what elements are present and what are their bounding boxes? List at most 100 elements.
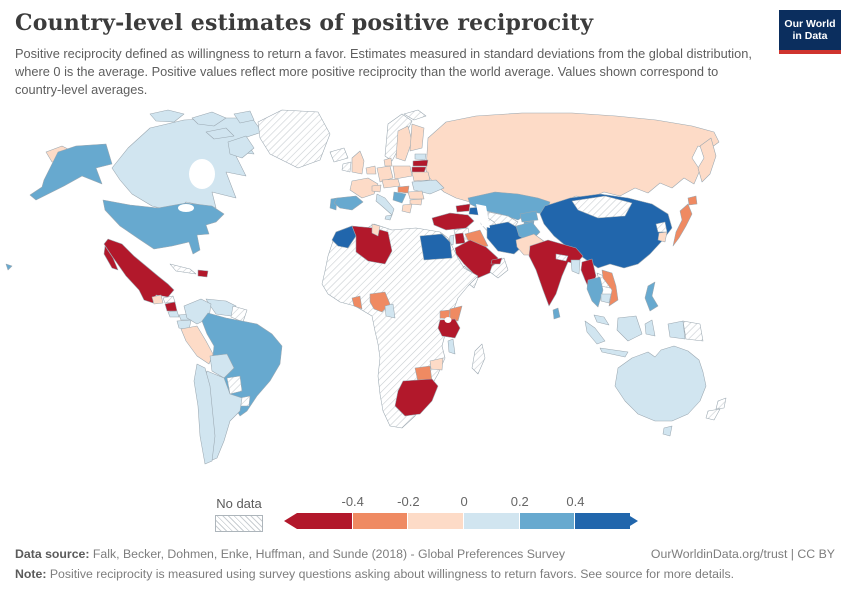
country-paraguay[interactable] bbox=[226, 375, 243, 395]
owid-link[interactable]: OurWorldinData.org/trust | CC BY bbox=[650, 547, 835, 561]
country-oman[interactable] bbox=[489, 257, 509, 279]
country-new-zealand-south[interactable] bbox=[705, 408, 721, 421]
country-papua-new-guinea[interactable] bbox=[682, 320, 704, 342]
country-south-korea[interactable] bbox=[657, 231, 668, 243]
country-canada-arctic-2[interactable] bbox=[191, 111, 227, 127]
country-ukraine[interactable] bbox=[411, 179, 445, 195]
country-russia-kamchatka[interactable] bbox=[697, 137, 717, 183]
country-australia[interactable] bbox=[614, 345, 707, 422]
country-honduras[interactable] bbox=[162, 295, 176, 304]
country-georgia[interactable] bbox=[455, 203, 471, 213]
country-madagascar[interactable] bbox=[471, 343, 486, 375]
country-bangladesh[interactable] bbox=[570, 259, 581, 275]
country-usa-alaska[interactable] bbox=[29, 143, 113, 201]
country-kenya[interactable] bbox=[449, 305, 463, 322]
country-costa-rica[interactable] bbox=[167, 310, 180, 318]
country-malaysia[interactable] bbox=[593, 314, 610, 326]
country-ghana[interactable] bbox=[351, 295, 363, 310]
country-nepal[interactable] bbox=[555, 253, 569, 262]
legend-bucket-4[interactable]: 0.2 bbox=[464, 494, 529, 529]
country-greenland[interactable] bbox=[257, 109, 331, 169]
chart-footer: Data source: Falk, Becker, Dohmen, Enke,… bbox=[15, 547, 835, 581]
country-cuba[interactable] bbox=[169, 263, 197, 275]
country-mexico-baja[interactable] bbox=[103, 245, 119, 271]
country-chile[interactable] bbox=[193, 363, 216, 465]
country-japan-honshu[interactable] bbox=[672, 203, 693, 247]
country-romania[interactable] bbox=[407, 190, 425, 200]
country-haiti[interactable] bbox=[197, 269, 209, 278]
country-switzerland[interactable] bbox=[371, 184, 382, 193]
world-choropleth-map bbox=[5, 109, 727, 465]
country-bulgaria[interactable] bbox=[409, 198, 423, 206]
country-indonesia-java[interactable] bbox=[599, 347, 629, 358]
country-italy[interactable] bbox=[375, 193, 395, 216]
country-egypt[interactable] bbox=[419, 233, 453, 261]
country-jordan[interactable] bbox=[454, 232, 466, 245]
country-spain[interactable] bbox=[333, 195, 364, 211]
country-canada-arctic-3[interactable] bbox=[205, 127, 235, 140]
country-latvia[interactable] bbox=[412, 159, 429, 167]
country-serbia[interactable] bbox=[392, 191, 407, 204]
country-canada[interactable] bbox=[111, 117, 263, 213]
country-india[interactable] bbox=[528, 239, 584, 307]
country-tanzania[interactable] bbox=[437, 318, 461, 339]
country-new-zealand-north[interactable] bbox=[715, 397, 727, 410]
country-indonesia-borneo[interactable] bbox=[616, 315, 643, 342]
country-czechia[interactable] bbox=[381, 178, 401, 189]
country-estonia[interactable] bbox=[414, 153, 427, 161]
country-guatemala[interactable] bbox=[151, 294, 164, 305]
country-north-korea[interactable] bbox=[655, 221, 668, 233]
country-uae[interactable] bbox=[490, 257, 503, 265]
country-kyrgyzstan[interactable] bbox=[519, 210, 539, 223]
legend-bucket-2[interactable]: -0.2 bbox=[352, 494, 420, 529]
country-zimbabwe[interactable] bbox=[429, 357, 444, 371]
country-usa[interactable] bbox=[102, 199, 225, 255]
country-italy-sicily[interactable] bbox=[384, 214, 393, 221]
data-source-label: Data source: bbox=[15, 547, 90, 561]
country-philippines[interactable] bbox=[644, 281, 659, 312]
country-canada-baffin[interactable] bbox=[227, 135, 255, 159]
legend-bucket-6[interactable] bbox=[575, 513, 631, 529]
country-canada-arctic-1[interactable] bbox=[149, 109, 185, 123]
country-malawi[interactable] bbox=[447, 338, 456, 355]
country-nicaragua[interactable] bbox=[164, 301, 178, 312]
country-cameroon[interactable] bbox=[384, 303, 396, 319]
country-mongolia[interactable] bbox=[571, 195, 633, 219]
country-belarus[interactable] bbox=[411, 171, 431, 182]
country-indonesia-sumatra[interactable] bbox=[584, 320, 606, 345]
country-denmark[interactable] bbox=[383, 157, 393, 167]
country-germany[interactable] bbox=[376, 165, 394, 183]
country-usa-hawaii[interactable] bbox=[5, 263, 13, 271]
country-greece[interactable] bbox=[401, 203, 413, 214]
country-russia[interactable] bbox=[425, 112, 720, 206]
country-mexico[interactable] bbox=[103, 238, 175, 304]
country-svalbard[interactable] bbox=[403, 109, 427, 121]
country-netherlands[interactable] bbox=[365, 165, 377, 175]
country-cambodia[interactable] bbox=[600, 293, 612, 304]
country-australia-tasmania[interactable] bbox=[662, 425, 673, 437]
country-japan-hokkaido[interactable] bbox=[687, 195, 698, 206]
country-ireland[interactable] bbox=[341, 161, 352, 173]
country-thailand[interactable] bbox=[586, 276, 604, 308]
legend-colorbar: -0.4 -0.2 0 0.2 0.4 bbox=[297, 494, 631, 529]
country-indonesia-sulawesi[interactable] bbox=[644, 319, 656, 337]
country-united-kingdom[interactable] bbox=[351, 150, 365, 175]
legend-no-data[interactable]: No data bbox=[204, 496, 274, 532]
country-hungary[interactable] bbox=[397, 185, 410, 194]
country-turkey[interactable] bbox=[431, 212, 475, 231]
legend-bucket-3[interactable]: 0 bbox=[408, 494, 468, 529]
country-indonesia-papua[interactable] bbox=[667, 320, 686, 340]
country-bolivia[interactable] bbox=[209, 353, 235, 379]
country-iceland[interactable] bbox=[329, 147, 349, 163]
country-finland[interactable] bbox=[409, 123, 425, 152]
country-south-africa[interactable] bbox=[394, 378, 439, 417]
country-tunisia[interactable] bbox=[371, 223, 381, 237]
country-sri-lanka[interactable] bbox=[552, 307, 561, 320]
country-poland[interactable] bbox=[392, 165, 413, 180]
legend-bucket-5[interactable]: 0.4 bbox=[519, 494, 584, 529]
legend-bucket-1[interactable]: -0.4 bbox=[297, 494, 364, 529]
country-france[interactable] bbox=[349, 177, 379, 199]
country-vietnam[interactable] bbox=[601, 269, 619, 307]
country-canada-arctic-4[interactable] bbox=[233, 110, 255, 124]
country-sweden[interactable] bbox=[395, 125, 413, 162]
